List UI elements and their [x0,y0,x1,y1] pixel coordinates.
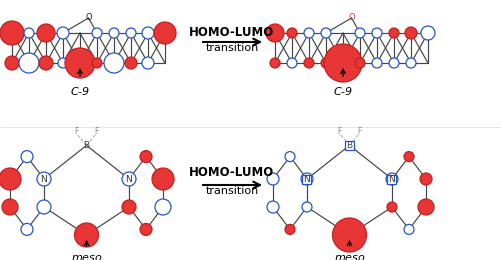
Circle shape [125,57,137,69]
Text: $meso$: $meso$ [334,253,365,260]
Circle shape [389,58,399,68]
Text: HOMO-LUMO: HOMO-LUMO [189,25,275,38]
Circle shape [19,53,39,73]
Circle shape [387,202,397,212]
Circle shape [39,56,53,70]
Circle shape [304,58,314,68]
Circle shape [333,218,367,252]
Circle shape [389,28,399,38]
Circle shape [386,173,398,185]
Circle shape [140,151,152,162]
Circle shape [372,58,382,68]
Bar [303,174,312,184]
Circle shape [2,199,18,215]
Text: HOMO-LUMO: HOMO-LUMO [189,166,275,179]
Circle shape [58,58,68,68]
Circle shape [109,28,119,38]
Circle shape [37,172,51,186]
Circle shape [126,28,136,38]
Text: O: O [85,14,92,23]
Text: $C$-9: $C$-9 [333,85,353,97]
Circle shape [140,223,152,235]
Text: B: B [346,141,353,150]
Circle shape [142,27,154,39]
Circle shape [405,27,417,39]
Circle shape [321,28,331,38]
Circle shape [404,224,414,235]
Text: $meso$: $meso$ [71,253,102,260]
Circle shape [304,28,314,38]
Circle shape [122,200,136,214]
Circle shape [355,28,365,38]
Circle shape [267,173,279,185]
Circle shape [155,199,171,215]
Circle shape [122,172,136,186]
Circle shape [92,58,102,68]
Text: F: F [94,127,99,136]
Text: F: F [74,127,79,136]
Bar [345,141,354,150]
Circle shape [5,56,19,70]
Circle shape [324,44,362,82]
Circle shape [142,57,154,69]
Circle shape [154,22,176,44]
Circle shape [0,21,24,45]
Text: F: F [337,127,342,136]
Text: N: N [41,174,48,184]
Text: N: N [304,174,311,184]
Circle shape [65,48,95,78]
Circle shape [302,202,312,212]
Circle shape [37,200,51,214]
Circle shape [152,168,174,190]
Circle shape [0,168,21,190]
Circle shape [421,26,435,40]
Circle shape [57,27,69,39]
Circle shape [321,58,331,68]
Bar [387,174,396,184]
Circle shape [75,223,99,247]
Text: $C$-9: $C$-9 [70,85,90,97]
Circle shape [270,58,280,68]
Text: B: B [84,141,90,150]
Circle shape [37,24,55,42]
Circle shape [24,28,34,38]
Circle shape [418,199,434,215]
Circle shape [301,173,313,185]
Circle shape [266,24,284,42]
Text: transition: transition [205,186,259,196]
Circle shape [420,173,432,185]
Text: F: F [357,127,362,136]
Text: N: N [389,174,395,184]
Circle shape [92,28,102,38]
Circle shape [406,58,416,68]
Circle shape [285,224,295,235]
Circle shape [21,223,33,235]
Circle shape [372,28,382,38]
Text: N: N [126,174,132,184]
Circle shape [287,28,297,38]
Circle shape [21,151,33,162]
Text: O: O [348,14,355,23]
Circle shape [285,152,295,162]
Circle shape [267,201,279,213]
Circle shape [404,152,414,162]
Text: transition: transition [205,43,259,53]
Circle shape [104,53,124,73]
Circle shape [287,58,297,68]
Circle shape [355,58,365,68]
